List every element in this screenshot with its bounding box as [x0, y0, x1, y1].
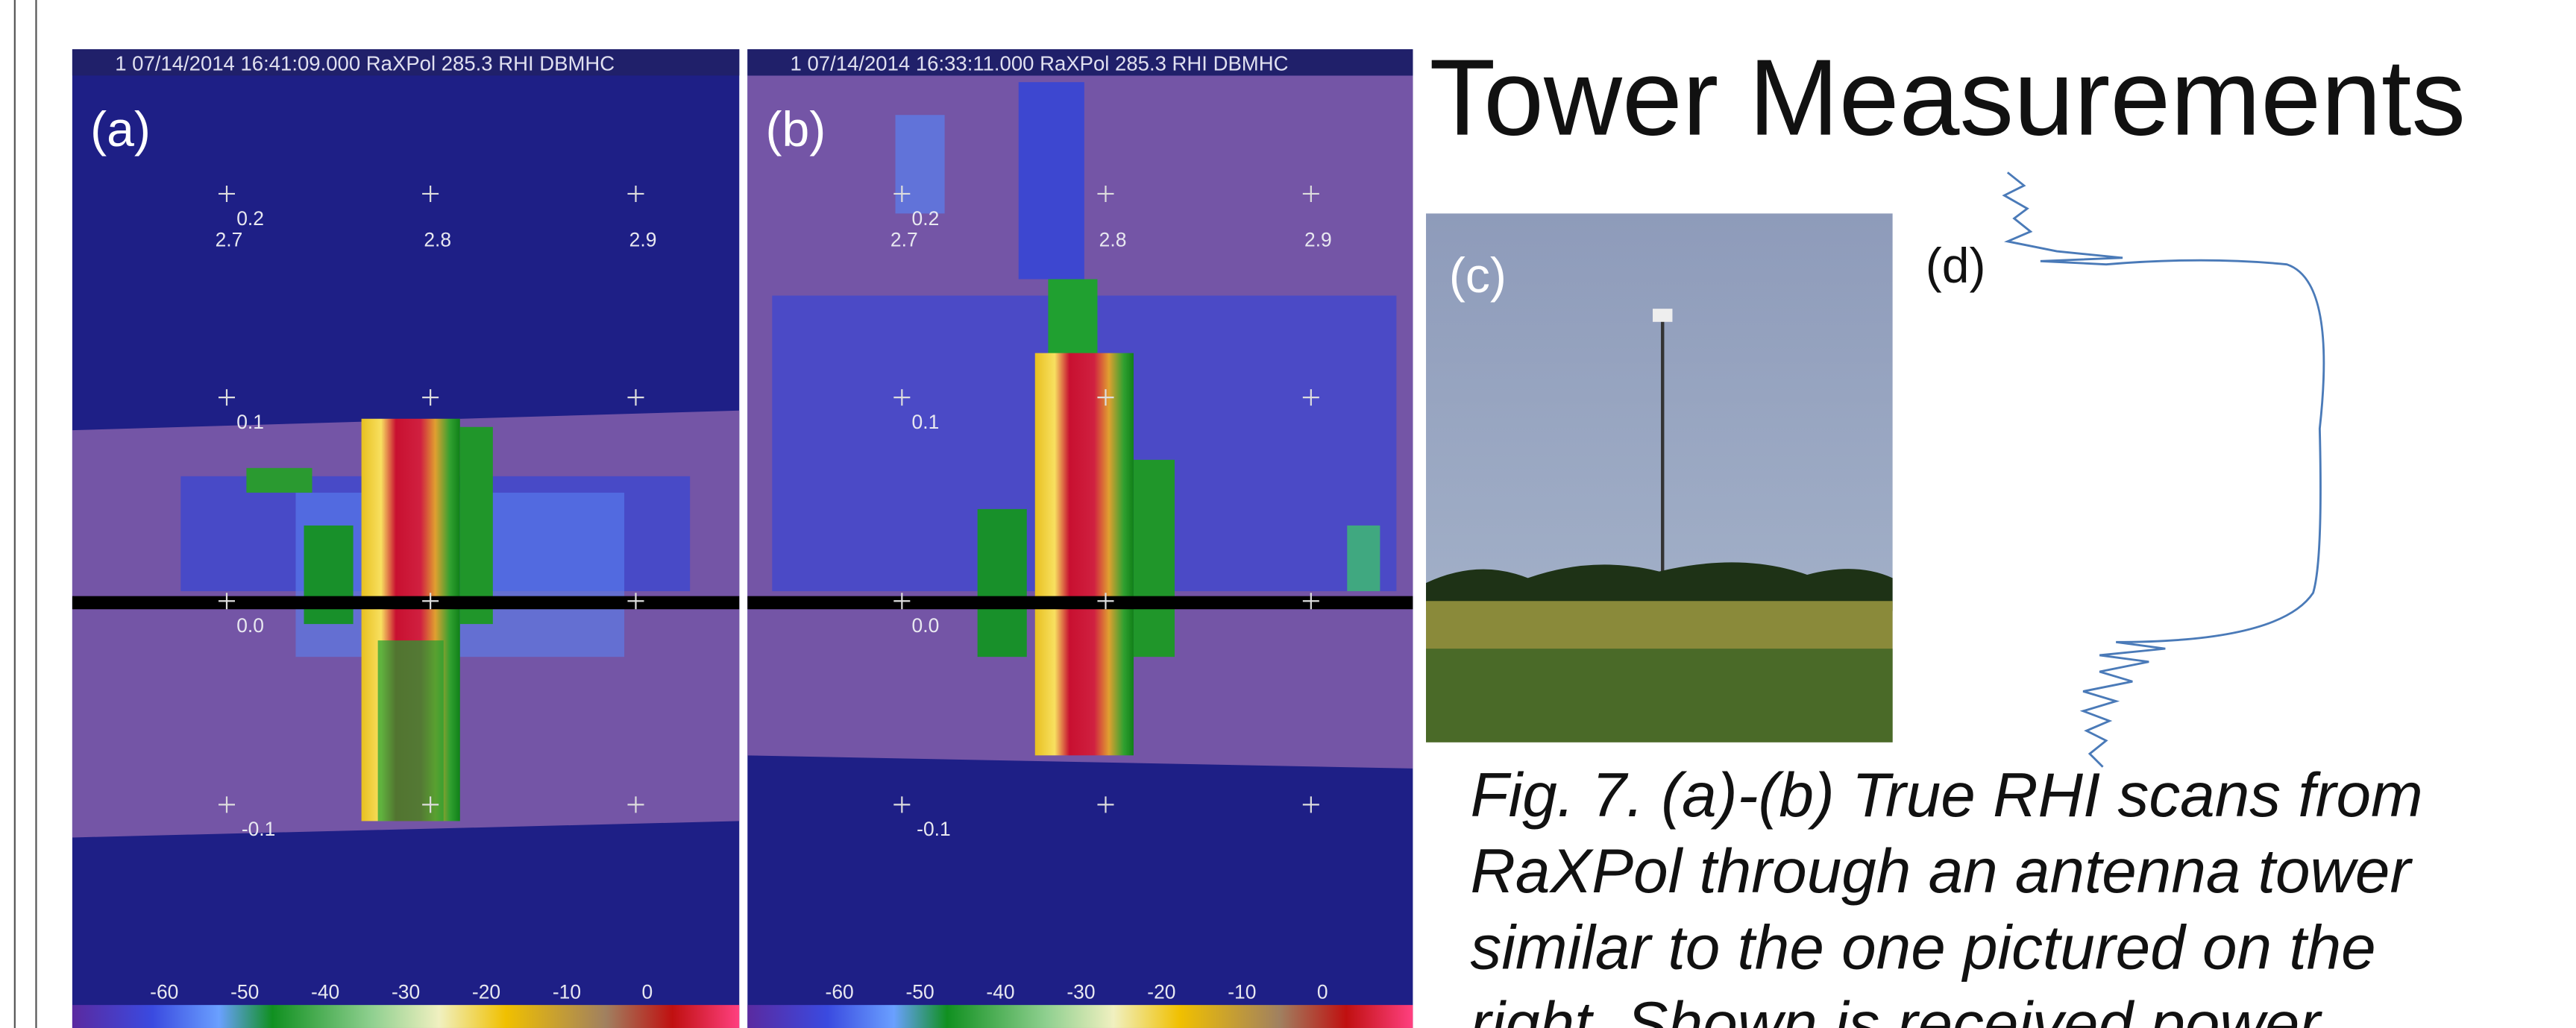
- slide-title: Tower Measurements: [1429, 37, 2466, 158]
- colorbar-label: -20: [472, 980, 500, 1003]
- tower-photo: (c): [1426, 213, 1893, 742]
- colorbar-label: -30: [392, 980, 420, 1003]
- x-label: 2.9: [1304, 228, 1332, 250]
- curve-label: (d): [1926, 239, 1986, 294]
- y-label: 0.0: [912, 614, 940, 637]
- colorbar: [72, 1005, 739, 1028]
- photo-label: (c): [1449, 248, 1507, 303]
- colorbar-label: 0: [642, 980, 653, 1003]
- caption-line: similar to the one pictured on the: [1471, 912, 2376, 983]
- colorbar-label: -60: [150, 980, 178, 1003]
- caption-line: RaXPol through an antenna tower: [1471, 836, 2413, 906]
- x-label: 2.7: [890, 228, 918, 250]
- y-label: 0.0: [236, 614, 264, 637]
- colorbar-label: 0: [1317, 980, 1328, 1003]
- x-label: 2.7: [216, 228, 243, 250]
- caption-line: Fig. 7. (a)-(b) True RHI scans from: [1471, 760, 2423, 830]
- radar-panel: [72, 49, 739, 1028]
- colorbar-label: -20: [1147, 980, 1175, 1003]
- y-label: 0.2: [236, 207, 264, 230]
- horizon-line: [747, 596, 1413, 610]
- colorbar-label: -40: [311, 980, 339, 1003]
- horizon-line: [72, 596, 739, 610]
- colorbar-label: -30: [1066, 980, 1095, 1003]
- colorbar-label: -10: [1228, 980, 1256, 1003]
- panel-header: 1 07/14/2014 16:33:11.000 RaXPol 285.3 R…: [791, 52, 1289, 75]
- colorbar-label: -50: [230, 980, 259, 1003]
- caption-line: right. Shown is received power: [1471, 988, 2323, 1028]
- colorbar-label: -60: [826, 980, 854, 1003]
- y-label: -0.1: [917, 818, 951, 840]
- y-label: 0.1: [912, 411, 940, 433]
- slide: 1 07/14/2014 16:41:09.000 RaXPol 285.3 R…: [0, 0, 2576, 1028]
- x-label: 2.9: [629, 228, 657, 250]
- y-label: 0.2: [912, 207, 940, 230]
- x-label: 2.8: [1099, 228, 1127, 250]
- y-label: -0.1: [242, 818, 276, 840]
- panel-header: 1 07/14/2014 16:41:09.000 RaXPol 285.3 R…: [115, 52, 615, 75]
- colorbar-label: -10: [553, 980, 581, 1003]
- panel-label: (b): [766, 102, 826, 157]
- colorbar: [747, 1005, 1413, 1028]
- caption: Fig. 7. (a)-(b) True RHI scans fromRaXPo…: [1471, 760, 2423, 1028]
- y-label: 0.1: [236, 411, 264, 433]
- profile-curve: [2004, 172, 2323, 766]
- panel-label: (a): [90, 102, 151, 157]
- radar-panel: [747, 49, 1413, 1028]
- colorbar-label: -50: [905, 980, 934, 1003]
- colorbar-label: -40: [986, 980, 1014, 1003]
- x-label: 2.8: [424, 228, 451, 250]
